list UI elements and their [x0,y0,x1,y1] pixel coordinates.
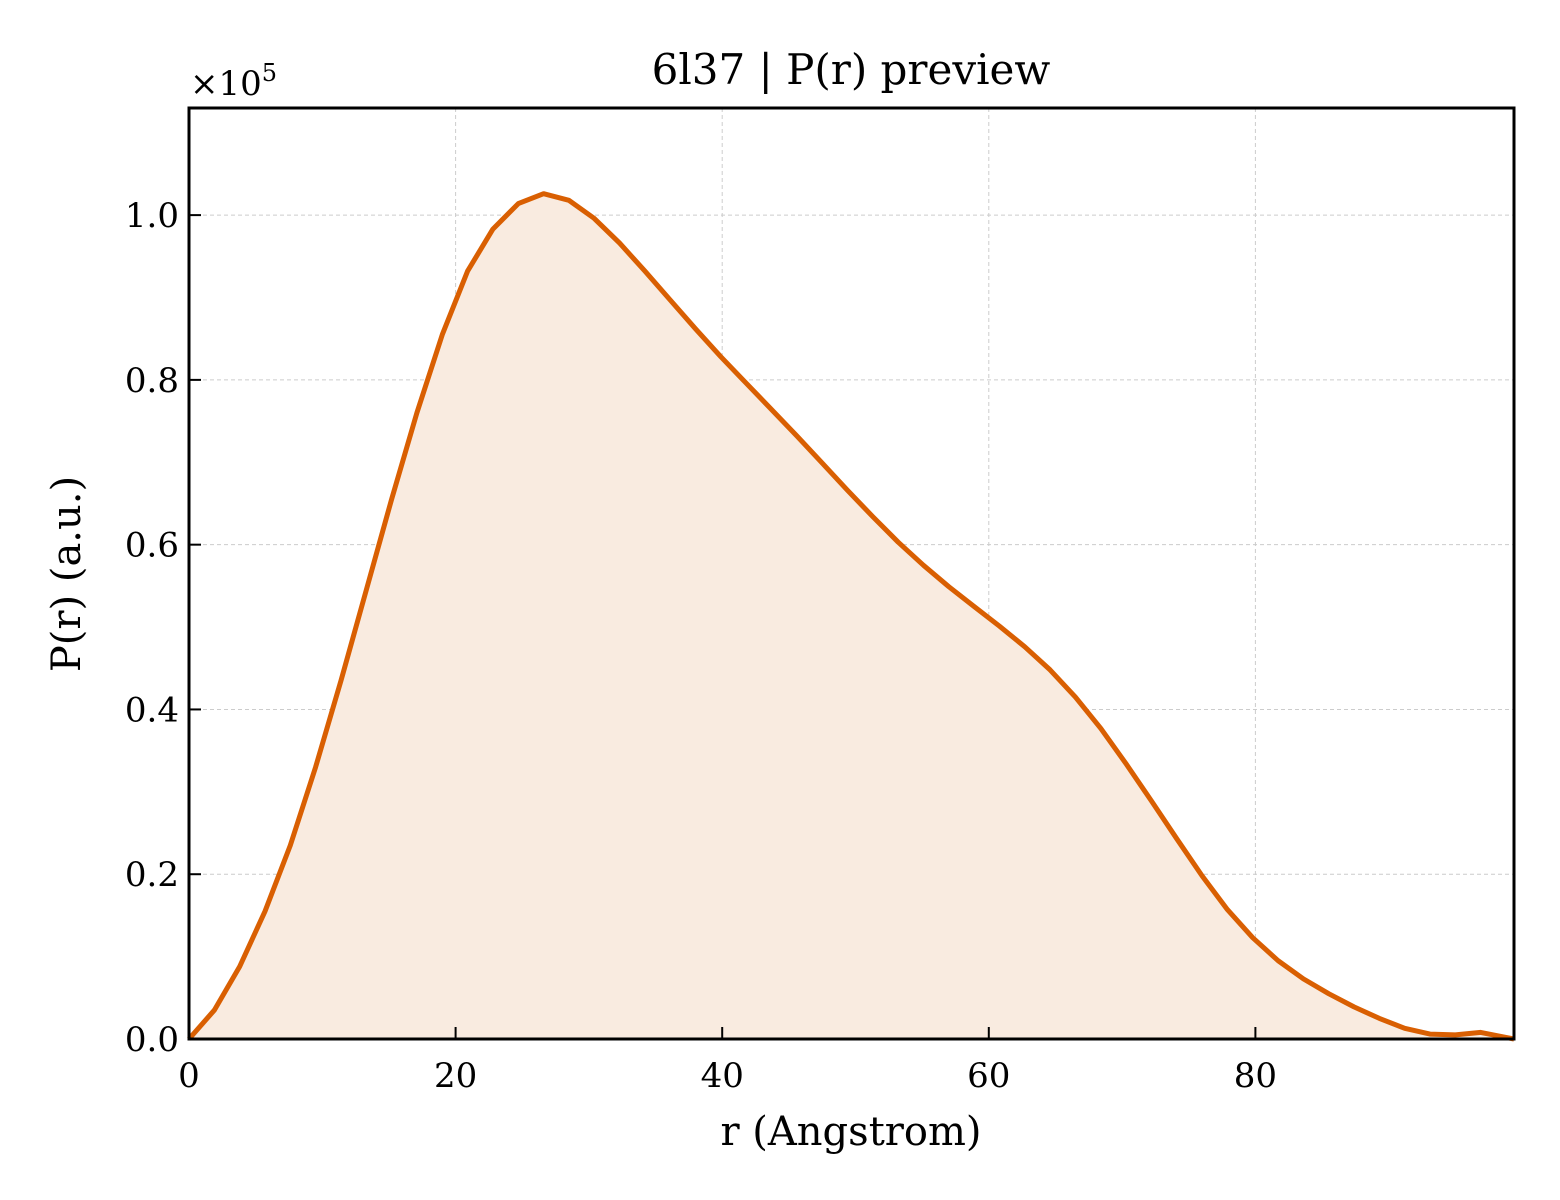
x-tick-label-2: 40 [701,1056,744,1096]
multiplier-exponent: 5 [262,59,277,87]
x-tick-label-0: 0 [178,1056,200,1096]
x-axis-title: r (Angstrom) [720,1109,981,1155]
y-axis-multiplier: ×105 [190,59,277,104]
x-tick-label-3: 60 [967,1056,1010,1096]
pr-area-fill [189,193,1514,1039]
y-tick-label-2: 0.4 [125,690,179,730]
x-tick-label-4: 80 [1234,1056,1277,1096]
chart-title: 6l37 | P(r) preview [652,45,1051,94]
y-tick-label-1: 0.2 [125,855,179,895]
plot-frame [187,106,1516,1041]
y-axis-title: P(r) (a.u.) [44,476,90,672]
y-tick-label-4: 0.8 [125,361,179,401]
multiplier-base: ×10 [190,64,262,104]
axis-ticks: 0 20 40 60 80 0.0 0.2 0.4 0.6 0.8 1.0 [125,196,1277,1096]
y-tick-label-0: 0.0 [125,1020,179,1060]
y-tick-label-5: 1.0 [125,196,179,236]
y-tick-label-3: 0.6 [125,526,179,566]
x-tick-label-1: 20 [434,1056,477,1096]
pr-series-line [187,191,1515,1042]
